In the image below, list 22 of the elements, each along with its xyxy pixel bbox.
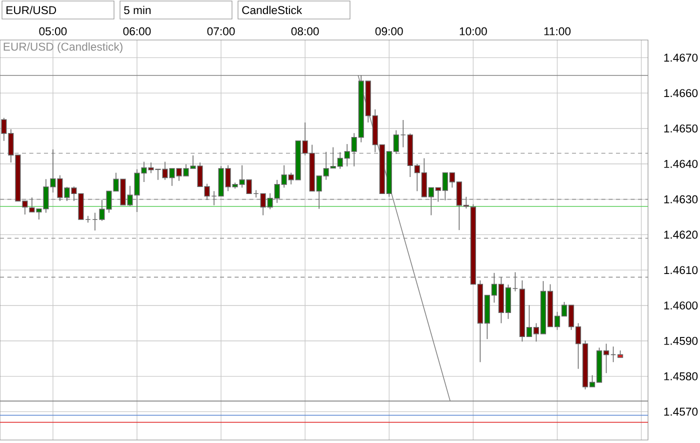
text: 5 min <box>124 6 151 14</box>
x-tick-label: 08:00 <box>291 27 319 36</box>
y-tick-label: 1.4650 <box>664 124 698 132</box>
x-tick-label: 06:00 <box>123 27 151 36</box>
y-tick-label: 1.4670 <box>664 54 698 62</box>
y-tick-label: 1.4580 <box>664 372 698 380</box>
x-tick-label: 05:00 <box>39 27 67 36</box>
y-tick-label: 1.4600 <box>664 301 698 310</box>
y-tick-label: 1.4590 <box>664 336 698 345</box>
x-tick-label: 09:00 <box>375 27 403 36</box>
y-tick-label: 1.4640 <box>664 160 698 168</box>
y-tick-label: 1.4660 <box>664 89 698 98</box>
x-tick-label: 11:00 <box>544 27 571 36</box>
y-tick-label: 1.4610 <box>664 266 698 274</box>
y-tick-label: 1.4620 <box>664 230 698 239</box>
y-tick-label: 1.4570 <box>664 408 698 416</box>
text: CandleStick <box>242 6 302 14</box>
text: EUR/USD <box>6 6 56 14</box>
chart-title: EUR/USD (Candlestick) <box>4 42 122 53</box>
x-tick-label: 10:00 <box>460 27 487 36</box>
x-tick-label: 07:00 <box>207 27 235 36</box>
y-tick-label: 1.4630 <box>664 195 698 204</box>
